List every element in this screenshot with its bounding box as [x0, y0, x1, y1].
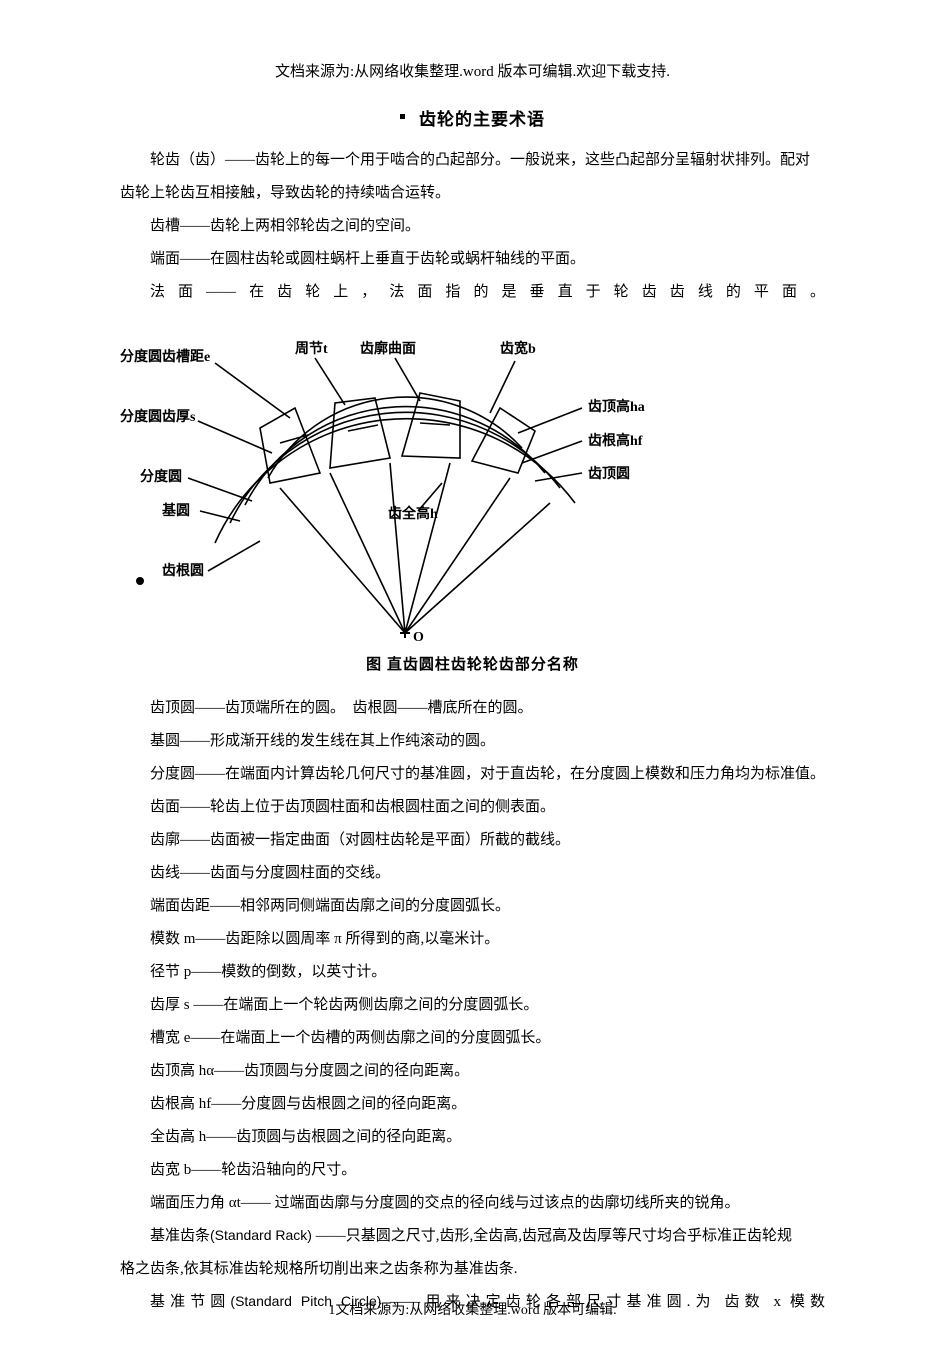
def-12: 齿顶高 hα——齿顶圆与分度圆之间的径向距离。: [120, 1055, 825, 1088]
std-rack-line1: 基准齿条(Standard Rack) ——只基圆之尺寸,齿形,全齿高,齿冠高及…: [120, 1220, 825, 1253]
def-8: 模数 m——齿距除以圆周率 π 所得到的商,以毫米计。: [120, 923, 825, 956]
def-2: 基圆——形成渐开线的发生线在其上作纯滚动的圆。: [120, 725, 825, 758]
def-11: 槽宽 e——在端面上一个齿槽的两侧齿廓之间的分度圆弧长。: [120, 1022, 825, 1055]
def-5: 齿廓——齿面被一指定曲面（对圆柱齿轮是平面）所截的截线。: [120, 824, 825, 857]
intro-line-2: 齿轮上轮齿互相接触，导致齿轮的持续啮合运转。: [120, 177, 825, 210]
std-rack-en: (Standard Rack): [210, 1227, 312, 1243]
footer-prefix: 文档来源为:从网络收集整理: [335, 1303, 507, 1318]
lbl-top-mid1: 周节t: [295, 340, 328, 357]
page: 文档来源为:从网络收集整理.word 版本可编辑.欢迎下载支持. 齿轮的主要术语…: [0, 0, 945, 1359]
lbl-left-3: 基圆: [162, 502, 190, 519]
lbl-right-3: 齿顶圆: [588, 465, 630, 482]
header-source-prefix: 文档来源为:从网络收集整理: [275, 64, 459, 80]
def-7: 端面齿距——相邻两同侧端面齿廓之间的分度圆弧长。: [120, 890, 825, 923]
lbl-origin: O: [413, 630, 424, 643]
intro-line-3: 齿槽——齿轮上两相邻轮齿之间的空间。: [120, 210, 825, 243]
lbl-right-2: 齿根高hf: [588, 432, 643, 449]
title-row: 齿轮的主要术语: [120, 105, 825, 130]
def-13: 齿根高 hf——分度圆与齿根圆之间的径向距离。: [120, 1088, 825, 1121]
footer-word: .word: [507, 1303, 539, 1318]
header-source-word: .word: [459, 64, 494, 80]
bullet-icon: [400, 114, 405, 119]
footer: 1文档来源为:从网络收集整理.word 版本可编辑.: [0, 1299, 945, 1319]
lbl-left-1: 分度圆齿厚s: [120, 408, 196, 425]
page-title: 齿轮的主要术语: [419, 110, 545, 129]
def-14: 全齿高 h——齿顶圆与齿根圆之间的径向距离。: [120, 1121, 825, 1154]
lbl-top-mid2: 齿廓曲面: [360, 340, 416, 357]
header-source-suffix: 版本可编辑.欢迎下载支持.: [494, 64, 670, 80]
lbl-left-4: 齿根圆: [162, 562, 204, 579]
lbl-left-2: 分度圆: [140, 468, 182, 485]
lbl-right-1: 齿顶高ha: [588, 398, 645, 415]
def-6: 齿线——齿面与分度圆柱面的交线。: [120, 857, 825, 890]
gear-figure: 分度圆齿槽距e 周节t 齿廓曲面 齿宽b 分度圆齿厚s 分度圆 基圆 齿根圆 齿…: [120, 313, 825, 643]
lbl-top-right: 齿宽b: [500, 340, 536, 357]
lbl-center: 齿全高h: [388, 505, 438, 522]
def-3: 分度圆——在端面内计算齿轮几何尺寸的基准圆，对于直齿轮，在分度圆上模数和压力角均…: [120, 758, 825, 791]
std-rack-line2: 格之齿条,依其标准齿轮规格所切削出来之齿条称为基准齿条.: [120, 1253, 825, 1286]
std-rack-pre: 基准齿条: [150, 1228, 210, 1244]
def-4: 齿面——轮齿上位于齿顶圆柱面和齿根圆柱面之间的侧表面。: [120, 791, 825, 824]
def-10: 齿厚 s ——在端面上一个轮齿两侧齿廓之间的分度圆弧长。: [120, 989, 825, 1022]
figure-caption: 图 直齿圆柱齿轮轮齿部分名称: [120, 653, 825, 674]
def-1: 齿顶圆——齿顶端所在的圆。 齿根圆——槽底所在的圆。: [120, 692, 825, 725]
intro-line-4: 端面——在圆柱齿轮或圆柱蜗杆上垂直于齿轮或蜗杆轴线的平面。: [120, 243, 825, 276]
def-15: 齿宽 b——轮齿沿轴向的尺寸。: [120, 1154, 825, 1187]
lbl-top-left: 分度圆齿槽距e: [120, 348, 210, 365]
intro-line-1: 轮齿（齿）——齿轮上的每一个用于啮合的凸起部分。一般说来，这些凸起部分呈辐射状排…: [120, 144, 825, 177]
def-9: 径节 p——模数的倒数，以英寸计。: [120, 956, 825, 989]
header-source: 文档来源为:从网络收集整理.word 版本可编辑.欢迎下载支持.: [120, 60, 825, 81]
def-16: 端面压力角 αt—— 过端面齿廓与分度圆的交点的径向线与过该点的齿廓切线所夹的锐…: [120, 1187, 825, 1220]
intro-line-5: 法面——在齿轮上，法面指的是垂直于轮齿齿线的平面。: [120, 276, 825, 309]
gear-diagram-svg: 分度圆齿槽距e 周节t 齿廓曲面 齿宽b 分度圆齿厚s 分度圆 基圆 齿根圆 齿…: [120, 313, 665, 643]
footer-suffix: 版本可编辑.: [540, 1303, 617, 1318]
std-rack-post: ——只基圆之尺寸,齿形,全齿高,齿冠高及齿厚等尺寸均合乎标准正齿轮规: [312, 1228, 792, 1244]
